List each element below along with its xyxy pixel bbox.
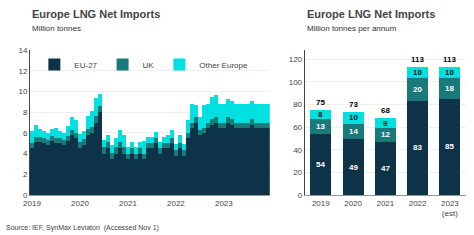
- svg-text:20: 20: [293, 168, 302, 177]
- svg-text:2022: 2022: [167, 199, 185, 208]
- svg-text:2020: 2020: [344, 199, 362, 208]
- svg-text:2021: 2021: [119, 199, 137, 208]
- svg-text:2020: 2020: [71, 199, 89, 208]
- svg-text:8: 8: [318, 110, 323, 119]
- svg-text:68: 68: [381, 106, 390, 115]
- svg-text:100: 100: [289, 78, 303, 87]
- svg-text:Other Europe: Other Europe: [199, 61, 248, 70]
- svg-text:120: 120: [289, 55, 303, 64]
- svg-text:14: 14: [349, 127, 358, 136]
- svg-text:12: 12: [18, 67, 27, 76]
- svg-text:2023(est): 2023(est): [441, 199, 459, 218]
- svg-text:40: 40: [293, 145, 302, 154]
- svg-text:0: 0: [298, 191, 303, 200]
- svg-text:4: 4: [23, 149, 28, 158]
- svg-text:73: 73: [349, 100, 358, 109]
- svg-text:6: 6: [23, 129, 28, 138]
- svg-text:47: 47: [381, 164, 390, 173]
- svg-text:10: 10: [18, 87, 27, 96]
- svg-text:2023: 2023: [215, 199, 233, 208]
- svg-text:Europe LNG Net Imports: Europe LNG Net Imports: [32, 8, 160, 20]
- svg-text:8: 8: [23, 108, 28, 117]
- svg-text:113: 113: [411, 55, 424, 64]
- svg-text:20: 20: [413, 85, 422, 94]
- svg-text:2021: 2021: [376, 199, 394, 208]
- svg-text:2019: 2019: [312, 199, 330, 208]
- svg-text:12: 12: [381, 130, 390, 139]
- svg-text:10: 10: [445, 68, 454, 77]
- svg-text:80: 80: [293, 100, 302, 109]
- svg-text:Europe LNG Net Imports: Europe LNG Net Imports: [307, 8, 435, 20]
- svg-text:2019: 2019: [23, 199, 41, 208]
- svg-text:13: 13: [316, 122, 325, 131]
- svg-text:49: 49: [349, 163, 358, 172]
- svg-text:Million tonnes: Million tonnes: [32, 24, 81, 33]
- svg-text:10: 10: [413, 68, 422, 77]
- svg-text:2: 2: [23, 170, 28, 179]
- svg-text:14: 14: [18, 46, 27, 55]
- svg-text:UK: UK: [143, 61, 155, 70]
- svg-text:2022: 2022: [409, 199, 427, 208]
- svg-text:10: 10: [349, 113, 358, 122]
- svg-text:75: 75: [316, 98, 325, 107]
- svg-text:Million tonnes per annum: Million tonnes per annum: [307, 24, 397, 33]
- svg-text:85: 85: [445, 142, 454, 151]
- svg-text:Source: IEF, SynMax Leviaton: Source: IEF, SynMax Leviaton (Accessed N…: [6, 224, 159, 232]
- svg-text:18: 18: [445, 84, 454, 93]
- svg-text:0: 0: [23, 191, 28, 200]
- svg-text:83: 83: [413, 143, 422, 152]
- svg-text:EU-27: EU-27: [74, 61, 97, 70]
- svg-text:54: 54: [316, 160, 325, 169]
- svg-text:113: 113: [443, 55, 456, 64]
- svg-text:60: 60: [293, 123, 302, 132]
- svg-text:9: 9: [383, 119, 388, 128]
